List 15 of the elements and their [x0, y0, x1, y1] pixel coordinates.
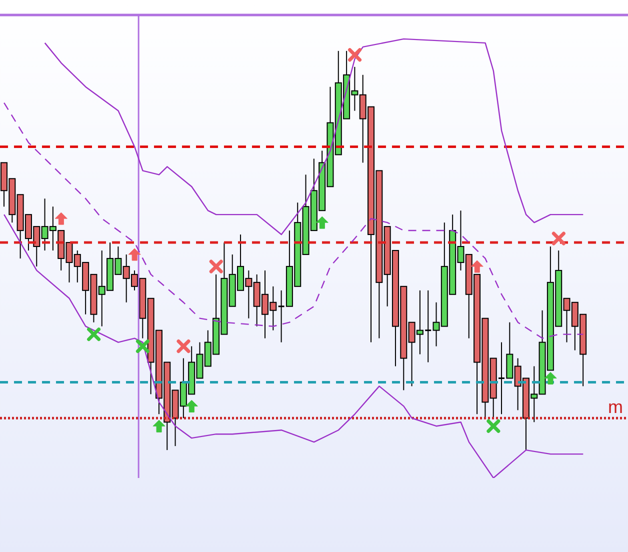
point: [470, 260, 484, 273]
point: [209, 260, 223, 274]
ref-line-label: m: [608, 397, 623, 418]
point: [544, 372, 557, 384]
point: [54, 212, 68, 225]
point: [486, 419, 500, 433]
point: [316, 216, 328, 229]
point: [552, 232, 566, 246]
point: [128, 248, 141, 261]
point: [348, 48, 362, 62]
point: [136, 340, 150, 354]
point: [185, 400, 198, 412]
point: [176, 340, 190, 354]
point: [87, 328, 101, 342]
point: [152, 420, 166, 432]
